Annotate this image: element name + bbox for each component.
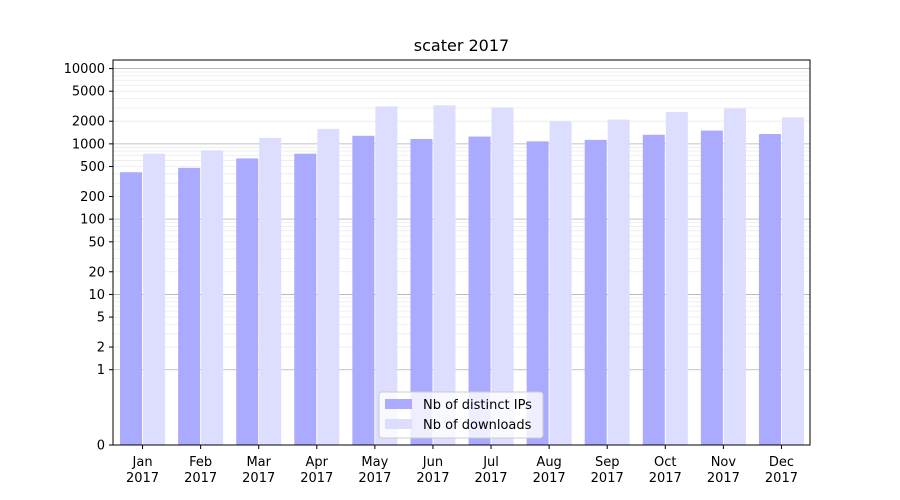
y-tick-label: 2	[97, 341, 105, 356]
legend-box	[378, 391, 544, 439]
bar-downloads	[665, 111, 688, 446]
bar-distinct-ips	[642, 134, 665, 445]
y-tick-label: 2000	[72, 115, 105, 130]
y-tick-label: 1	[97, 363, 105, 378]
y-tick-label: 20	[88, 265, 105, 280]
y-tick-label: 5000	[72, 85, 105, 100]
y-tick-label: 50	[88, 235, 105, 250]
x-tick-label-month: Apr	[306, 455, 329, 470]
bar-downloads	[781, 117, 804, 445]
y-tick-label: 0	[97, 439, 105, 454]
x-tick-label-month: Sep	[595, 455, 620, 470]
x-tick-label-month: Jun	[422, 455, 443, 470]
bar-distinct-ips	[700, 130, 723, 446]
y-tick-label: 1000	[72, 137, 105, 152]
x-tick-label-year: 2017	[300, 471, 333, 486]
bar-distinct-ips	[352, 135, 375, 445]
x-tick-label-month: Feb	[189, 455, 212, 470]
bar-distinct-ips	[468, 136, 491, 445]
bar-downloads	[259, 137, 282, 445]
legend-label: Nb of downloads	[423, 418, 532, 433]
legend-swatch	[385, 399, 412, 409]
bar-downloads	[317, 128, 340, 446]
x-tick-label-year: 2017	[591, 471, 624, 486]
bar-downloads	[549, 121, 572, 445]
x-tick-label-month: Oct	[654, 455, 676, 470]
bar-downloads	[375, 106, 398, 445]
y-tick-label: 10	[88, 288, 105, 303]
bar-distinct-ips	[236, 158, 259, 445]
x-tick-label-year: 2017	[474, 471, 507, 486]
bar-distinct-ips	[120, 172, 143, 446]
bar-distinct-ips	[526, 141, 549, 445]
bar-distinct-ips	[294, 153, 317, 445]
x-tick-label-year: 2017	[416, 471, 449, 486]
plot-frame	[112, 59, 811, 446]
x-tick-label-month: Nov	[711, 455, 737, 470]
x-tick-label-year: 2017	[184, 471, 217, 486]
legend-label: Nb of distinct IPs	[423, 398, 532, 413]
bar-downloads	[143, 153, 166, 445]
chart-title: scater 2017	[414, 36, 509, 55]
x-tick-label-year: 2017	[533, 471, 566, 486]
x-tick-label-month: Jul	[482, 455, 499, 470]
y-tick-label: 100	[80, 213, 105, 228]
x-tick-label-year: 2017	[242, 471, 275, 486]
x-tick-label-year: 2017	[358, 471, 391, 486]
x-tick-label-month: Mar	[246, 455, 271, 470]
bar-downloads	[607, 119, 630, 446]
gridlines	[113, 68, 810, 446]
bar-downloads	[201, 150, 224, 445]
y-tick-label: 500	[80, 160, 105, 175]
bar-distinct-ips	[410, 139, 433, 446]
bars	[120, 105, 804, 446]
x-tick-label-year: 2017	[765, 471, 798, 486]
x-tick-label-month: Aug	[536, 455, 561, 470]
y-tick-label: 10000	[64, 62, 105, 77]
bar-downloads	[723, 108, 746, 445]
legend: Nb of distinct IPs Nb of downloads	[378, 391, 544, 439]
x-tick-label-year: 2017	[707, 471, 740, 486]
legend-swatch	[385, 419, 412, 429]
bar-distinct-ips	[584, 139, 607, 445]
y-tick-label: 200	[80, 190, 105, 205]
bar-distinct-ips	[758, 134, 781, 446]
x-tick-label-year: 2017	[126, 471, 159, 486]
bar-distinct-ips	[178, 167, 201, 445]
x-tick-label-year: 2017	[649, 471, 682, 486]
bar-downloads	[433, 105, 456, 445]
x-tick-label-month: Dec	[769, 455, 794, 470]
x-tick-label-month: Jan	[132, 455, 153, 470]
y-tick-label: 5	[97, 311, 105, 326]
bar-downloads	[491, 107, 514, 445]
x-tick-label-month: May	[361, 455, 388, 470]
axes: Jan2017Feb2017Mar2017Apr2017May2017Jun20…	[64, 59, 811, 486]
